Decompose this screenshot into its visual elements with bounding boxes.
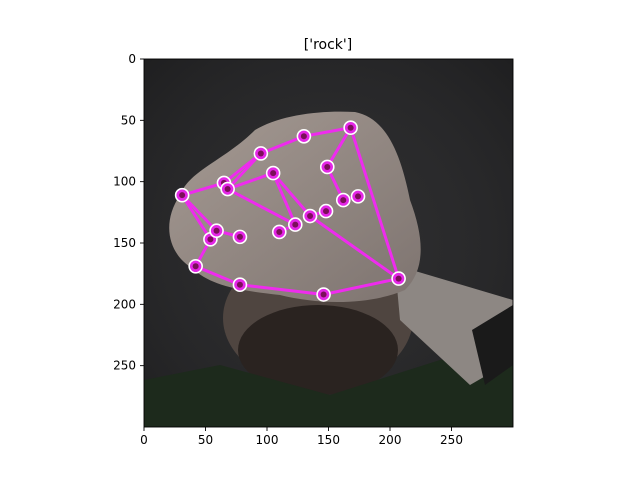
landmark-point-7 [232, 229, 248, 245]
landmark-point-5 [174, 187, 190, 203]
x-axis-ticks: 0 50 100 150 200 250 [140, 427, 463, 447]
landmark-point-6 [209, 223, 224, 239]
landmark-point-12 [220, 181, 235, 197]
connection-line-1-2 [238, 283, 326, 297]
connection-line-13-14 [271, 171, 297, 227]
y-tick-label: 50 [121, 113, 136, 127]
chart-title: ['rock'] [304, 37, 352, 53]
connection-line-11-0 [349, 126, 401, 281]
y-tick-label: 150 [113, 236, 136, 250]
landmark-point-2 [232, 277, 248, 293]
connection-line-16-13 [271, 171, 312, 218]
landmark-point-0 [391, 271, 406, 286]
landmark-point-18 [318, 203, 334, 219]
connection-line-11-17 [325, 126, 353, 169]
connection-line-12-14 [226, 187, 297, 227]
landmark-point-9 [253, 146, 269, 161]
x-tick-label: 250 [440, 433, 463, 447]
beard-region [238, 305, 398, 395]
y-tick-label: 200 [113, 297, 136, 311]
connection-line-2-3 [194, 264, 242, 287]
hand-region [169, 111, 421, 302]
landmark-point-3 [188, 259, 203, 274]
x-tick-label: 50 [198, 433, 213, 447]
connection-line-9-10 [259, 134, 306, 155]
x-tick-label: 0 [140, 433, 148, 447]
landmark-point-14 [287, 217, 303, 232]
wristband-region [472, 305, 513, 385]
y-tick-label: 250 [113, 359, 136, 373]
y-axis-ticks: 0 50 100 150 200 250 [113, 52, 144, 373]
landmark-point-1 [316, 287, 331, 302]
landmark-point-17 [319, 159, 335, 175]
connection-line-12-9 [226, 151, 263, 191]
connection-line-16-0 [308, 214, 401, 281]
y-tick-label: 0 [128, 52, 136, 66]
connection-line-4-5 [180, 193, 212, 241]
landmark-point-16 [302, 208, 318, 224]
shirt-region [144, 350, 513, 427]
connection-line-0-1 [322, 277, 401, 297]
x-tick-label: 200 [379, 433, 402, 447]
connection-line-10-11 [302, 126, 353, 138]
landmark-point-20 [350, 189, 366, 204]
connection-line-12-13 [226, 171, 275, 191]
y-tick-label: 100 [113, 175, 136, 189]
x-tick-label: 100 [256, 433, 279, 447]
x-tick-label: 150 [317, 433, 340, 447]
landmark-point-13 [265, 165, 281, 181]
landmark-point-11 [343, 120, 358, 135]
background-photo [144, 59, 513, 427]
axes: 0 50 100 150 200 250 0 50 100 150 200 250 [113, 52, 514, 447]
landmark-point-10 [296, 128, 312, 144]
landmark-point-19 [335, 192, 351, 208]
connection-line-5-6 [180, 193, 219, 233]
landmark-points [174, 120, 406, 302]
landmark-point-15 [271, 224, 287, 240]
